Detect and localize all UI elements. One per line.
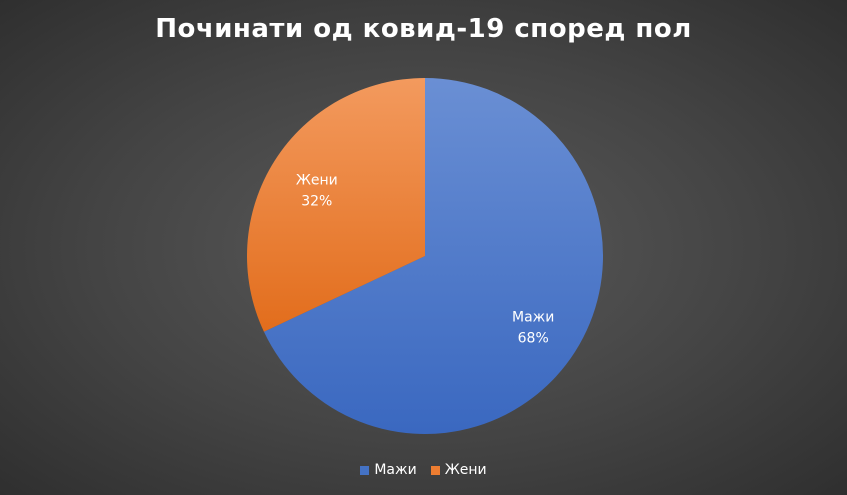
chart-title: Починати од ковид-19 според пол — [155, 14, 692, 44]
legend-item-1[interactable]: Жени — [430, 462, 487, 478]
slice-label-value-0: 68% — [518, 331, 549, 347]
legend-swatch-0 — [360, 465, 370, 475]
legend-item-0[interactable]: Мажи — [360, 462, 417, 478]
legend-label-1: Жени — [444, 462, 487, 478]
legend-swatch-1 — [430, 465, 440, 475]
pie-slice-1[interactable] — [246, 78, 425, 332]
slice-label-name-1: Жени — [296, 172, 338, 188]
slice-label-value-1: 32% — [301, 193, 332, 209]
legend-label-0: Мажи — [374, 462, 417, 478]
pie-slice-0[interactable] — [263, 78, 603, 434]
slice-label-name-0: Мажи — [512, 310, 554, 326]
legend: Мажи Жени — [0, 462, 847, 478]
